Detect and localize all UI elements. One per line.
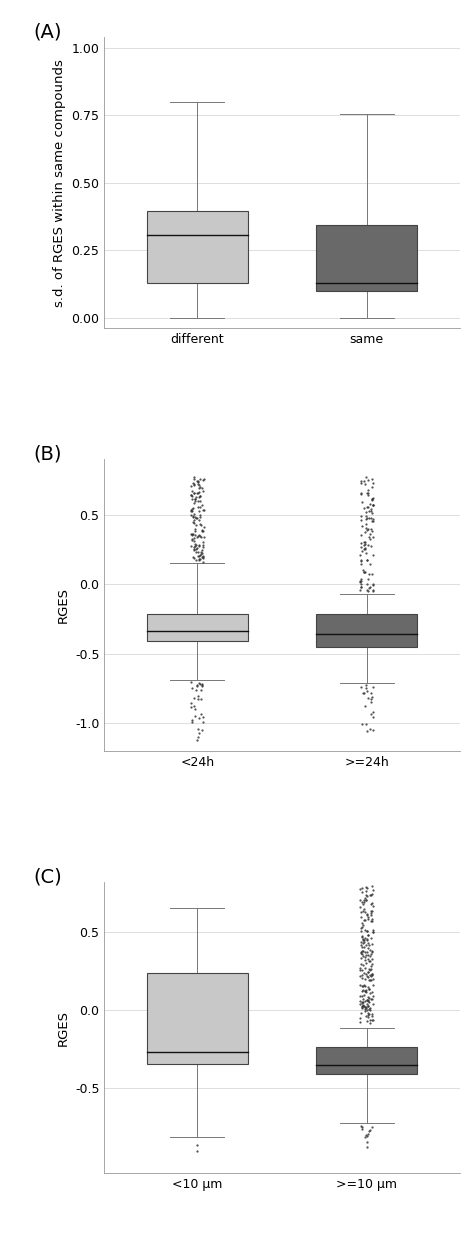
Text: (C): (C) xyxy=(33,867,62,887)
Bar xyxy=(146,211,248,283)
Bar xyxy=(316,614,418,647)
Text: (B): (B) xyxy=(33,445,62,464)
Bar xyxy=(316,1047,418,1073)
Bar xyxy=(146,973,248,1065)
Bar xyxy=(146,614,248,641)
Bar xyxy=(316,225,418,290)
Y-axis label: s.d. of RGES within same compounds: s.d. of RGES within same compounds xyxy=(53,59,66,306)
Y-axis label: RGES: RGES xyxy=(56,1009,69,1046)
Text: (A): (A) xyxy=(33,22,62,42)
Y-axis label: RGES: RGES xyxy=(56,587,69,624)
